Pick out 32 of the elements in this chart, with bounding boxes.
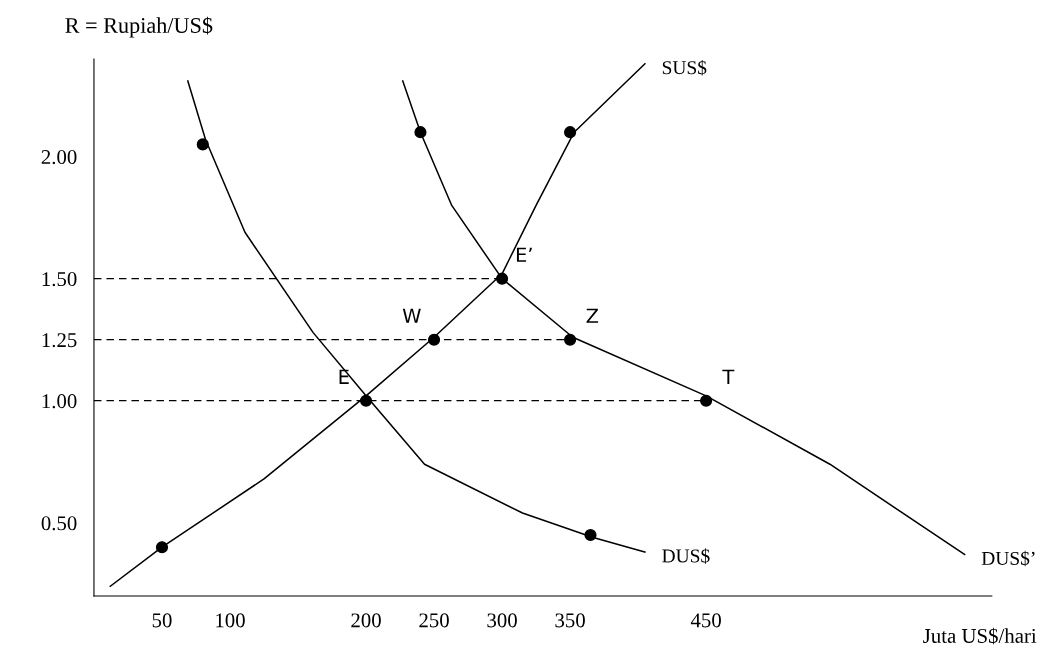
point [196,138,209,151]
y-tick-label: 1.50 [42,272,77,287]
annotation: Z [586,308,599,323]
point [564,126,577,139]
y-tick-label: 0.50 [41,516,77,531]
x-tick-label: 350 [555,613,585,628]
point [359,394,373,407]
point [155,541,169,554]
x-tick-label: 250 [419,613,449,628]
x-tick-label: 450 [690,613,721,628]
y-tick-label: 1.00 [42,394,77,409]
point [700,394,713,407]
annotation: E [339,369,349,384]
x-tick-label: 300 [487,613,517,628]
x-tick-label: 50 [152,613,172,628]
annotation: T [722,369,735,384]
point [584,528,597,542]
series-label: DUS$ [662,548,710,564]
series-label: SUS$ [662,59,707,76]
annotation: E’ [516,247,532,262]
annotation: W [402,308,421,323]
point [495,272,509,285]
x-tick-label: 200 [351,613,381,628]
x-tick-label: 100 [216,613,245,628]
point [414,126,427,139]
y-axis-title: R = Rupiah/US$ [65,16,213,38]
y-tick-label: 1.25 [42,333,77,348]
x-axis-title: Juta US$/hari [923,627,1037,645]
y-tick-label: 2.00 [41,149,77,165]
point [564,333,577,346]
series-label: DUS$’ [981,550,1035,567]
point [427,333,441,346]
